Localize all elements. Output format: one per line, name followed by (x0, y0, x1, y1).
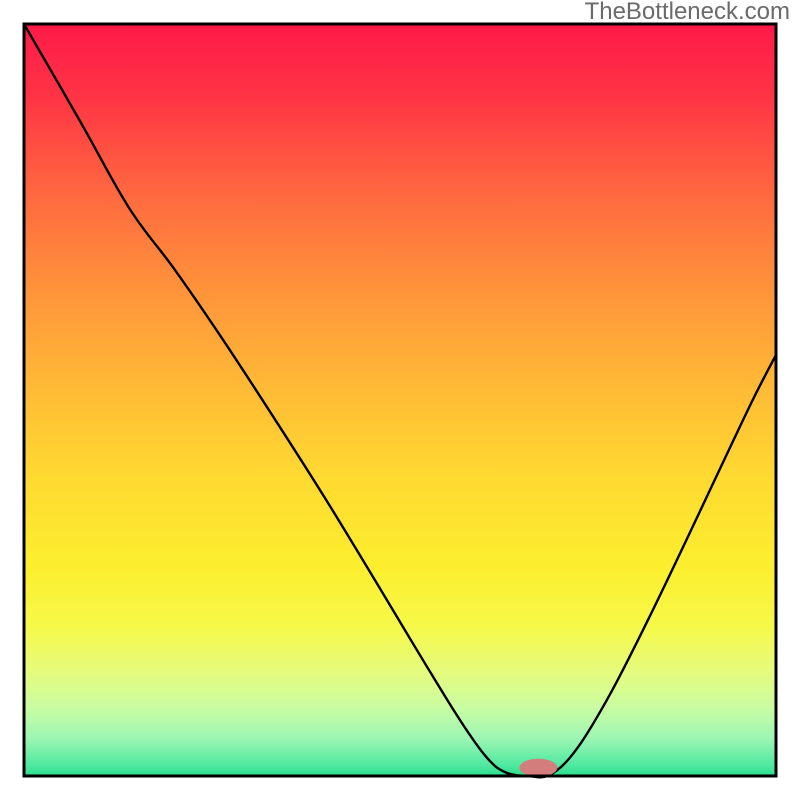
chart-svg (0, 0, 800, 800)
bottleneck-chart: TheBottleneck.com (0, 0, 800, 800)
watermark-text: TheBottleneck.com (585, 0, 790, 26)
optimum-marker (519, 759, 557, 777)
plot-background (24, 24, 776, 776)
